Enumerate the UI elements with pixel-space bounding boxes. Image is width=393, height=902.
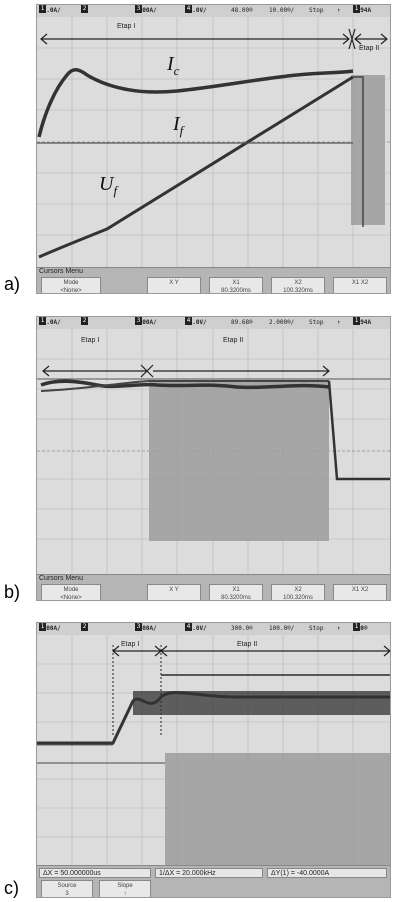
trigger-level: 850® bbox=[353, 625, 368, 632]
x1-softkey[interactable]: X1 80.3200ms bbox=[209, 277, 263, 293]
softkey-menu: Cursors Menu Mode <None> X Y X1 80.3200ms … bbox=[37, 267, 390, 293]
x1x2-softkey[interactable]: X1 X2 bbox=[333, 277, 387, 293]
run-status: Stop bbox=[309, 625, 324, 632]
panel-b: 1 10.0A/ 2 3 5.00A/ 4 50.0V/ 89.68® 2.000®/… bbox=[0, 316, 393, 606]
xy-softkey[interactable]: X Y bbox=[147, 584, 201, 600]
ch2-scale: 5.00A/ bbox=[135, 319, 157, 326]
ch2-scale: 1.00A/ bbox=[135, 625, 157, 632]
ic-annotation: Ic bbox=[167, 53, 180, 78]
waveform-area bbox=[37, 635, 390, 865]
x2-softkey[interactable]: X2 100.320ms bbox=[271, 584, 325, 600]
etap-2-label: Etap II bbox=[359, 45, 380, 52]
softkey-menu: Cursors Menu Mode <None> X Y X1 80.3200ms … bbox=[37, 574, 390, 600]
panel-label-b: b) bbox=[4, 582, 21, 602]
trigger-edge-icon: ↑ bbox=[337, 319, 341, 326]
panel-c: 1 5.00A/ 2 3 1.00A/ 4 50.0V/ 300.0® 100.0®/… bbox=[0, 622, 393, 902]
oscilloscope-screen-a: 1 10.0A/ 2 3 5.00A/ 4 50.0V/ 48.00® 10.00®/… bbox=[36, 4, 391, 294]
delay-readout: 48.00® bbox=[231, 7, 253, 14]
x2-softkey[interactable]: X2 100.320ms bbox=[271, 277, 325, 293]
mode-softkey[interactable]: Mode <None> bbox=[41, 277, 101, 293]
menu-title: Cursors Menu bbox=[39, 268, 83, 275]
inverse-delta-x-readout: 1/ΔX = 20.000kHz bbox=[155, 868, 263, 878]
source-softkey[interactable]: Source 3 bbox=[41, 880, 93, 897]
panel-label-c: c) bbox=[4, 878, 19, 898]
slope-softkey[interactable]: Slope ↑ bbox=[99, 880, 151, 897]
etap-1-label: Etap I bbox=[81, 337, 100, 344]
etap-2-label: Etap II bbox=[223, 337, 244, 344]
oscilloscope-screen-b: 1 10.0A/ 2 3 5.00A/ 4 50.0V/ 89.68® 2.000®/… bbox=[36, 316, 391, 601]
ch3-scale: 50.0V/ bbox=[185, 625, 207, 632]
mode-softkey[interactable]: Mode <None> bbox=[41, 584, 101, 600]
run-status: Stop bbox=[309, 319, 324, 326]
x1x2-softkey[interactable]: X1 X2 bbox=[333, 584, 387, 600]
waveform-area bbox=[37, 17, 390, 267]
etap-1-label: Etap I bbox=[117, 23, 136, 30]
delay-readout: 300.0® bbox=[231, 625, 253, 632]
ch3-scale: 50.0V/ bbox=[185, 7, 207, 14]
panel-a: 1 10.0A/ 2 3 5.00A/ 4 50.0V/ 48.00® 10.00®/… bbox=[0, 0, 393, 302]
delta-y-readout: ΔY(1) = -40.0000A bbox=[267, 868, 387, 878]
if-annotation: If bbox=[173, 113, 184, 138]
waveform-area bbox=[37, 329, 390, 574]
panel-label-a: a) bbox=[4, 274, 21, 294]
run-status: Stop bbox=[309, 7, 324, 14]
status-bar: 1 5.00A/ 2 3 1.00A/ 4 50.0V/ 300.0® 100.0®/… bbox=[37, 623, 390, 636]
delta-x-readout: ΔX = 50.000000us bbox=[39, 868, 151, 878]
ch1-scale: 5.00A/ bbox=[39, 625, 61, 632]
ch3-scale: 50.0V/ bbox=[185, 319, 207, 326]
timebase-readout: 10.00®/ bbox=[269, 7, 295, 14]
etap-1-label: Etap I bbox=[121, 641, 140, 648]
xy-softkey[interactable]: X Y bbox=[147, 277, 201, 293]
ch2-scale: 5.00A/ bbox=[135, 7, 157, 14]
ch1-scale: 10.0A/ bbox=[39, 7, 61, 14]
timebase-readout: 100.0®/ bbox=[269, 625, 295, 632]
trigger-level: 3.94A bbox=[353, 7, 372, 14]
trigger-edge-icon: ↑ bbox=[337, 7, 341, 14]
menu-title: Cursors Menu bbox=[39, 575, 83, 582]
etap-2-label: Etap II bbox=[237, 641, 258, 648]
trigger-edge-icon: ↑ bbox=[337, 625, 341, 632]
uf-annotation: Uf bbox=[99, 173, 118, 198]
trigger-level: 3.94A bbox=[353, 319, 372, 326]
delay-readout: 89.68® bbox=[231, 319, 253, 326]
x1-softkey[interactable]: X1 80.3200ms bbox=[209, 584, 263, 600]
oscilloscope-screen-c: 1 5.00A/ 2 3 1.00A/ 4 50.0V/ 300.0® 100.0®/… bbox=[36, 622, 391, 898]
timebase-readout: 2.000®/ bbox=[269, 319, 295, 326]
ch1-scale: 10.0A/ bbox=[39, 319, 61, 326]
measurement-bar: ΔX = 50.000000us 1/ΔX = 20.000kHz ΔY(1) … bbox=[37, 865, 390, 897]
